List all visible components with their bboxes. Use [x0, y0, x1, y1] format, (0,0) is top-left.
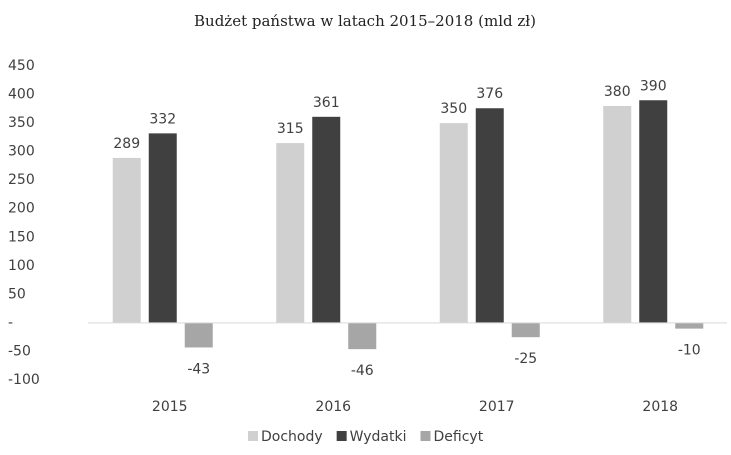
y-tick-label: 400: [8, 87, 35, 103]
data-label: -46: [351, 363, 374, 379]
data-label: 390: [640, 78, 667, 94]
data-label: -10: [678, 343, 701, 359]
data-label: 350: [440, 101, 467, 117]
x-tick-label: 2018: [642, 399, 678, 415]
bar: [475, 108, 504, 323]
y-tick-label: 450: [8, 58, 35, 74]
bar: [276, 143, 305, 323]
bar: [312, 116, 341, 323]
y-tick-label: 350: [8, 115, 35, 131]
legend-swatch: [420, 431, 431, 441]
data-label: 376: [476, 86, 503, 102]
y-tick-label: -50: [8, 343, 31, 359]
data-label: -43: [187, 361, 210, 377]
bar: [639, 100, 668, 323]
data-label: 332: [149, 111, 176, 127]
data-label: 361: [313, 95, 340, 111]
legend-swatch: [248, 431, 258, 441]
x-tick-label: 2017: [479, 399, 515, 415]
bar: [148, 133, 177, 323]
bar: [112, 157, 141, 323]
data-label: -25: [514, 351, 537, 367]
data-label: 380: [604, 84, 631, 100]
y-tick-label: 200: [8, 201, 35, 217]
chart-title: Budżet państwa w latach 2015–2018 (mld z…: [194, 12, 536, 30]
legend-label: Deficyt: [434, 429, 484, 445]
y-tick-label: 250: [8, 172, 35, 188]
y-tick-label: 300: [8, 144, 35, 160]
bar: [184, 322, 213, 348]
bar: [675, 322, 704, 329]
y-tick-label: -: [8, 315, 13, 331]
bar: [348, 322, 377, 350]
x-tick-label: 2015: [152, 399, 188, 415]
legend-label: Dochody: [261, 429, 323, 445]
y-tick-label: -100: [8, 372, 40, 388]
x-tick-label: 2016: [315, 399, 351, 415]
y-tick-label: 100: [8, 258, 35, 274]
bar: [603, 105, 632, 323]
legend-swatch: [336, 431, 347, 441]
y-tick-label: 150: [8, 229, 35, 245]
data-label: 289: [113, 136, 140, 152]
bar: [511, 322, 540, 338]
y-tick-label: 50: [8, 286, 26, 302]
data-label: 315: [277, 121, 304, 137]
legend-label: Wydatki: [350, 429, 407, 445]
bar: [439, 123, 468, 323]
